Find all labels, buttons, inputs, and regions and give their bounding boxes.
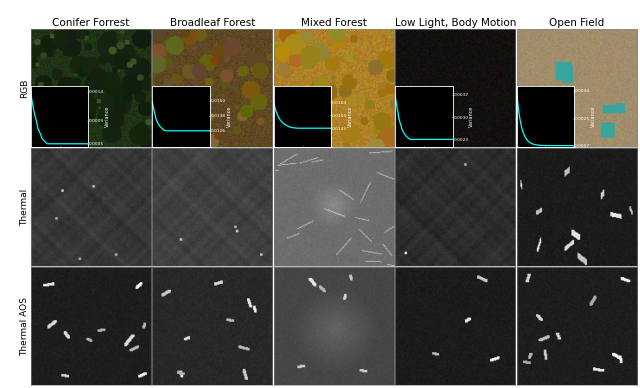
Text: Thermal AOS: Thermal AOS: [20, 297, 29, 355]
Text: RGB: RGB: [20, 78, 29, 97]
Text: Conifer Forrest: Conifer Forrest: [52, 17, 129, 28]
Text: Low Light, Body Motion: Low Light, Body Motion: [394, 17, 516, 28]
Text: Broadleaf Forest: Broadleaf Forest: [170, 17, 255, 28]
Text: Mixed Forest: Mixed Forest: [301, 17, 367, 28]
Text: Open Field: Open Field: [549, 17, 604, 28]
Text: Thermal: Thermal: [20, 188, 29, 226]
